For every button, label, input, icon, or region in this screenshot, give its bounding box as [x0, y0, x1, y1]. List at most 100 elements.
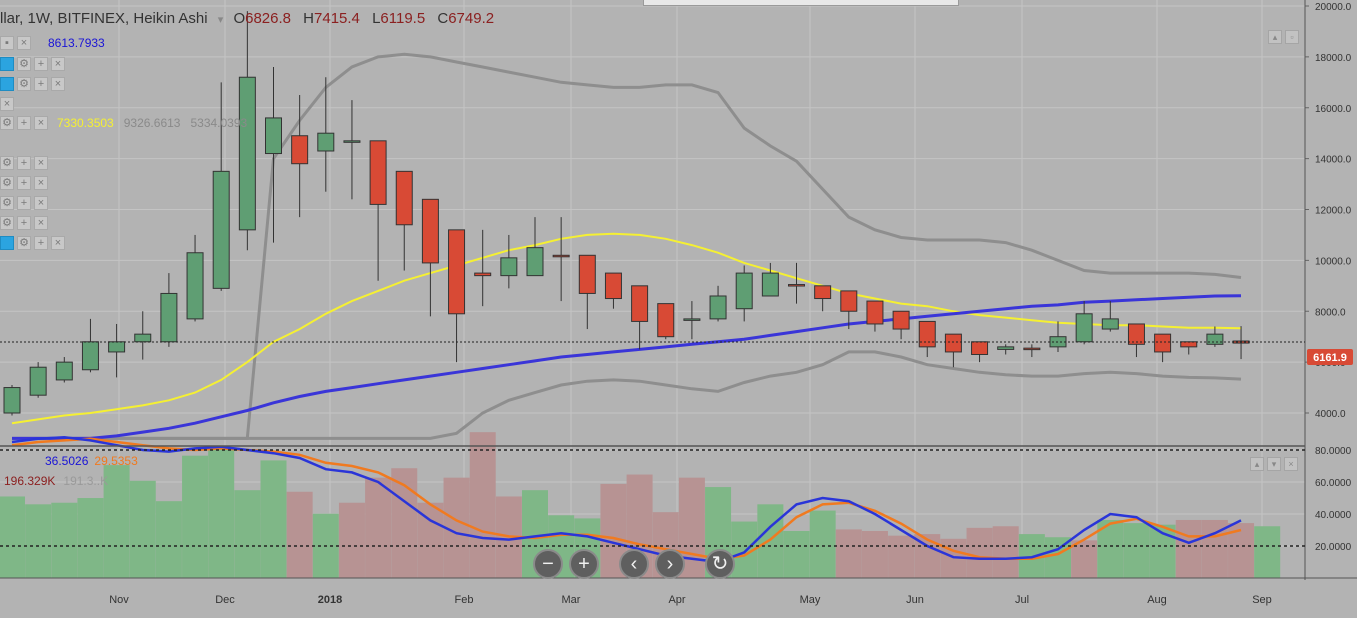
x-tick-label: Feb	[455, 594, 474, 606]
x-tick-label: Mar	[562, 594, 581, 606]
settings-icon[interactable]: ⚙	[0, 216, 14, 230]
symbol-header: llar, 1W, BITFINEX, Heikin Ashi ▾ O6826.…	[0, 10, 502, 27]
visibility-icon[interactable]	[0, 236, 14, 250]
close-icon[interactable]: ×	[51, 77, 65, 91]
y-tick-label: 12000.0	[1315, 206, 1352, 217]
settings-icon[interactable]: ▪	[0, 36, 14, 50]
volume-legend: 196.329K 191.3..K	[4, 472, 108, 490]
pane-close-icon[interactable]: ×	[1284, 457, 1298, 471]
candle-body	[971, 341, 989, 355]
add-icon[interactable]: +	[34, 77, 48, 91]
candle-body	[160, 292, 178, 343]
settings-icon[interactable]: ⚙	[17, 57, 31, 71]
reset-chart-button[interactable]: ↻	[705, 549, 735, 579]
close-icon[interactable]: ×	[17, 36, 31, 50]
candle-body	[108, 341, 126, 353]
low-label: L	[372, 10, 381, 27]
pane-down-icon[interactable]: ▾	[1267, 457, 1281, 471]
candle-body	[212, 170, 230, 289]
volume-bar	[1175, 519, 1202, 578]
y-tick-label: 16000.0	[1315, 104, 1352, 115]
ma-slow-value: 8613.7933	[48, 36, 105, 50]
add-icon[interactable]: +	[17, 196, 31, 210]
ma-fast-line	[11, 232, 1242, 425]
add-icon[interactable]: +	[17, 156, 31, 170]
y-tick-label: 14000.0	[1315, 155, 1352, 166]
settings-icon[interactable]: ⚙	[17, 77, 31, 91]
candle-body	[265, 117, 282, 155]
candle-body	[474, 272, 492, 277]
candle-body	[709, 295, 727, 320]
close-icon[interactable]: ×	[34, 216, 48, 230]
y-tick-label: 18000.0	[1315, 53, 1352, 64]
candle-body	[55, 361, 73, 381]
close-value: 6749.2	[448, 10, 495, 27]
top-toolbar-edge	[643, 0, 959, 6]
volume-bar	[966, 527, 993, 578]
close-icon[interactable]: ×	[34, 176, 48, 190]
candle-body	[238, 76, 256, 231]
candle-body	[788, 284, 805, 287]
scroll-back-button[interactable]: ‹	[619, 549, 649, 579]
candle-body	[81, 341, 99, 371]
add-icon[interactable]: +	[17, 216, 31, 230]
chevron-down-icon[interactable]: ▾	[217, 14, 224, 26]
visibility-icon[interactable]	[0, 77, 14, 91]
pane-up-icon[interactable]: ▴	[1268, 30, 1282, 44]
close-icon[interactable]: ×	[0, 97, 14, 111]
volume-ma-value: 191.3..K	[63, 474, 109, 488]
volume-bar	[1123, 523, 1150, 578]
open-value: 6826.8	[245, 10, 291, 27]
candle-body	[29, 366, 47, 396]
scroll-forward-button[interactable]: ›	[655, 549, 685, 579]
candle-body	[552, 254, 570, 258]
candle-body	[578, 254, 596, 294]
settings-icon[interactable]: ⚙	[0, 116, 14, 130]
indicator-row-8: ⚙ + ×	[0, 214, 51, 232]
add-icon[interactable]: +	[34, 57, 48, 71]
candle-body	[657, 303, 675, 338]
indicator-row-ma-slow: ▪ × 8613.7933	[0, 34, 105, 52]
candle-body	[735, 272, 753, 310]
candle-body	[1206, 333, 1224, 345]
zoom-in-button[interactable]: +	[569, 549, 599, 579]
settings-icon[interactable]: ⚙	[0, 156, 14, 170]
volume-bar	[365, 477, 392, 578]
add-icon[interactable]: +	[17, 176, 31, 190]
volume-bar	[757, 504, 784, 578]
add-icon[interactable]: +	[17, 116, 31, 130]
volume-bar	[809, 510, 836, 578]
visibility-icon[interactable]	[0, 57, 14, 71]
volume-bar	[0, 496, 25, 578]
candle-body	[134, 333, 152, 343]
candle-body	[343, 140, 361, 143]
main-pane-bg	[0, 0, 1305, 445]
candle-body	[840, 290, 858, 312]
settings-icon[interactable]: ⚙	[0, 176, 14, 190]
candle-body	[892, 310, 910, 330]
volume-bar	[338, 502, 365, 578]
volume-bar	[888, 535, 915, 578]
y-tick-label: 10000.0	[1315, 256, 1352, 267]
pane-maximize-icon[interactable]: ▫	[1285, 30, 1299, 44]
candle-body	[814, 285, 832, 300]
pane-up-icon[interactable]: ▴	[1250, 457, 1264, 471]
candle-body	[317, 132, 335, 152]
close-icon[interactable]: ×	[34, 116, 48, 130]
volume-bar	[25, 504, 52, 578]
settings-icon[interactable]: ⚙	[0, 196, 14, 210]
close-icon[interactable]: ×	[34, 196, 48, 210]
add-icon[interactable]: +	[34, 236, 48, 250]
open-label: O	[233, 10, 246, 27]
volume-bar	[992, 526, 1019, 578]
close-icon[interactable]: ×	[51, 236, 65, 250]
close-icon[interactable]: ×	[34, 156, 48, 170]
candle-body	[1075, 313, 1093, 343]
close-icon[interactable]: ×	[51, 57, 65, 71]
zoom-out-button[interactable]: −	[533, 549, 563, 579]
settings-icon[interactable]: ⚙	[17, 236, 31, 250]
bb-lower-value: 5334.0393	[190, 116, 248, 130]
